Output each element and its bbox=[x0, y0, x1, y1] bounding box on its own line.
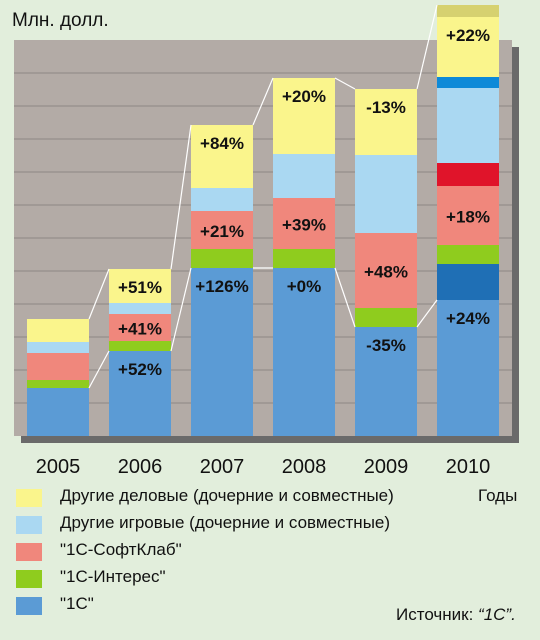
bar-extra-segment bbox=[437, 264, 499, 300]
legend-label: "1С-Интерес" bbox=[60, 567, 166, 586]
bar-segment bbox=[273, 78, 335, 154]
connector-line bbox=[170, 267, 192, 352]
legend-label: Другие деловые (дочерние и совместные) bbox=[60, 486, 394, 505]
bar-segment bbox=[191, 249, 253, 268]
growth-label: +18% bbox=[446, 208, 490, 227]
bar-segment bbox=[355, 327, 417, 436]
legend-swatch bbox=[16, 570, 42, 588]
bar-segment bbox=[27, 342, 89, 353]
bar-segment bbox=[191, 188, 253, 211]
growth-label: -35% bbox=[366, 336, 406, 355]
legend-swatch bbox=[16, 489, 42, 507]
growth-label: +22% bbox=[446, 26, 490, 45]
legend-swatch bbox=[16, 516, 42, 534]
connector-line bbox=[252, 77, 274, 126]
bar-segment bbox=[273, 268, 335, 436]
bar-segment bbox=[191, 125, 253, 188]
bar-segment bbox=[273, 154, 335, 198]
connector-line bbox=[170, 124, 192, 270]
bar-extra-segment bbox=[437, 163, 499, 186]
bar-segment bbox=[273, 198, 335, 249]
stacked-bar-chart: +52% +126% +0% -35% +24% +41% +21% +39% +48% +18%… bbox=[14, 4, 519, 478]
growth-label: +51% bbox=[118, 278, 162, 297]
connector-line bbox=[88, 268, 110, 320]
connector-line bbox=[334, 77, 356, 90]
bar-segment bbox=[437, 300, 499, 436]
bar-segment bbox=[355, 233, 417, 308]
x-tick-label: 2006 bbox=[118, 456, 163, 478]
x-tick-label: 2007 bbox=[200, 456, 245, 478]
bar-segment bbox=[437, 17, 499, 77]
bar-segment bbox=[109, 269, 171, 303]
bar-segment bbox=[355, 308, 417, 327]
growth-label: +48% bbox=[364, 263, 408, 282]
bar-extra-segment bbox=[437, 77, 499, 88]
x-axis-title: Годы bbox=[478, 486, 518, 505]
connector-line bbox=[88, 350, 110, 389]
y-axis-unit-label: Млн. долл. bbox=[12, 10, 109, 31]
bar-segment bbox=[27, 353, 89, 380]
bar-segment bbox=[109, 341, 171, 351]
bar-segment bbox=[191, 268, 253, 436]
x-tick-label: 2005 bbox=[36, 456, 81, 478]
bar-segment bbox=[27, 319, 89, 342]
growth-label: +21% bbox=[200, 222, 244, 241]
connector-line bbox=[334, 267, 356, 328]
bar-segment bbox=[355, 155, 417, 233]
growth-label: +126% bbox=[195, 277, 248, 296]
x-tick-label: 2009 bbox=[364, 456, 409, 478]
bar-segment bbox=[437, 245, 499, 264]
legend-swatch bbox=[16, 543, 42, 561]
connector-line bbox=[416, 299, 438, 328]
growth-label: +0% bbox=[287, 277, 322, 296]
growth-label: +41% bbox=[118, 320, 162, 339]
source-prefix: Источник: bbox=[396, 605, 479, 624]
bar-segment bbox=[27, 388, 89, 436]
legend-label: Другие игровые (дочерние и совместные) bbox=[60, 513, 391, 532]
legend-swatch bbox=[16, 597, 42, 615]
legend-label: "1С" bbox=[60, 594, 94, 613]
growth-label: -13% bbox=[366, 98, 406, 117]
bar-extra-segment bbox=[437, 5, 499, 17]
bar-segment bbox=[437, 186, 499, 245]
bar-segment bbox=[355, 89, 417, 155]
connector-line bbox=[416, 4, 438, 90]
growth-label: +84% bbox=[200, 134, 244, 153]
growth-label: +52% bbox=[118, 360, 162, 379]
source-name: “1С”. bbox=[478, 605, 516, 624]
bar-segment bbox=[109, 303, 171, 314]
bar-segment bbox=[109, 351, 171, 436]
bar-segment bbox=[191, 211, 253, 249]
growth-label: +39% bbox=[282, 216, 326, 235]
legend-label: "1С-СофтКлаб" bbox=[60, 540, 182, 559]
growth-label: +20% bbox=[282, 87, 326, 106]
bar-segment bbox=[27, 380, 89, 388]
bar-segment bbox=[437, 88, 499, 163]
growth-label: +24% bbox=[446, 309, 490, 328]
source-note: Источник: “1С”. bbox=[396, 605, 516, 625]
bar-segment bbox=[273, 249, 335, 268]
bar-segment bbox=[109, 314, 171, 341]
x-tick-label: 2010 bbox=[446, 456, 491, 478]
x-tick-label: 2008 bbox=[282, 456, 327, 478]
